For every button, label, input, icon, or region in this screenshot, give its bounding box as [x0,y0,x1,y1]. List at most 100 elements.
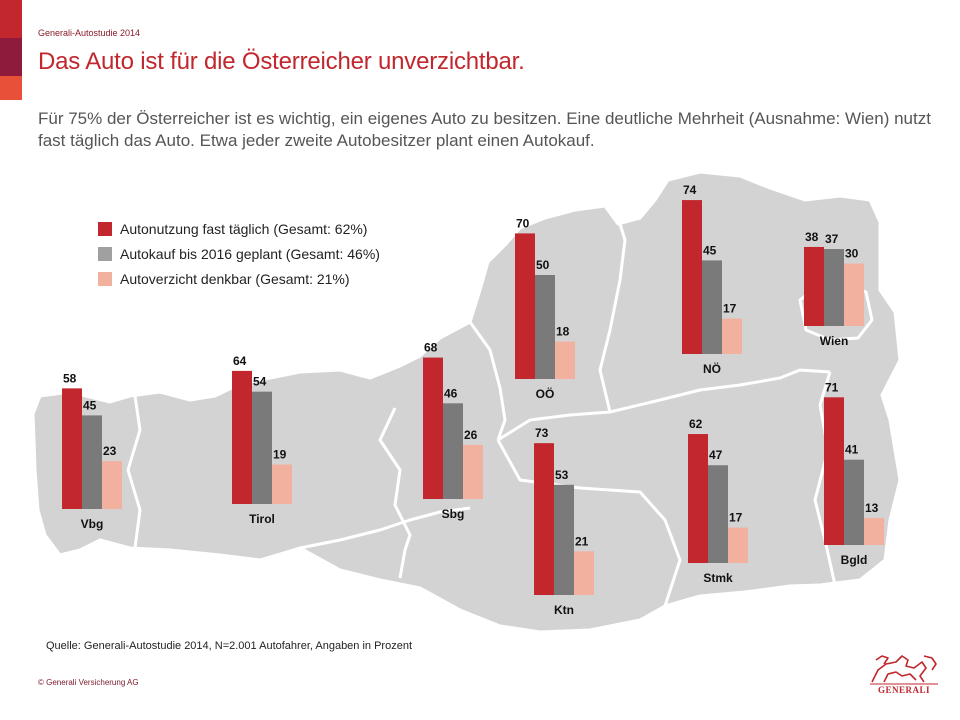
bar-sbg-series-3 [463,444,483,499]
page-title: Das Auto ist für die Österreicher unverz… [38,48,525,75]
bar-sbg-series-1 [423,357,443,499]
border-tirol-ktn [299,506,471,550]
bar-vbg-series-3 [102,461,122,509]
category-label-noe: NÖ [703,361,721,376]
border-ooe-noe [598,207,627,413]
chart-legend: Autonutzung fast täglich (Gesamt: 62%) A… [98,216,380,291]
data-label-vbg-series-3: 23 [103,444,117,458]
data-label-ooe-series-3: 18 [556,325,570,339]
data-label-sbg-series-1: 68 [424,341,438,355]
data-label-ktn-series-2: 53 [555,468,569,482]
bar-groups: 58 45 23 Vbg 64 54 19 Tirol 68 46 26 Sbg 70 50 18 OÖ 73 5… [62,183,884,617]
data-label-wien-series-2: 37 [825,232,839,246]
border-stmk-bgld [813,371,837,586]
bar-vbg-series-2 [82,415,102,509]
data-label-tirol-series-2: 54 [253,375,267,389]
bar-ooe-series-2 [535,275,555,379]
bar-group-noe: 74 45 17 NÖ [682,183,742,376]
bar-bgld-series-2 [844,459,864,545]
data-label-stmk-series-1: 62 [689,417,703,431]
data-label-ktn-series-3: 21 [575,534,589,548]
bar-stmk-series-1 [688,434,708,563]
page-subtitle: Für 75% der Österreicher ist es wichtig,… [38,109,931,150]
bar-ktn-series-2 [554,484,574,595]
border-ktn-stmk [496,439,682,607]
data-label-noe-series-2: 45 [703,243,717,257]
data-label-ooe-series-2: 50 [536,258,550,272]
bar-sbg-series-2 [443,403,463,499]
bar-noe-series-1 [682,200,702,354]
side-stripe-maroon [0,38,22,76]
legend-item-daily-use: Autonutzung fast täglich (Gesamt: 62%) [98,216,380,241]
border-vbg-tirol [126,395,142,549]
border-tirol-sbg [378,407,412,579]
copyright-note: © Generali Versicherung AG [38,678,139,687]
legend-label-purchase-planned: Autokauf bis 2016 geplant (Gesamt: 46%) [120,245,380,262]
category-label-tirol: Tirol [249,512,275,526]
bar-vbg-series-1 [62,388,82,509]
bar-group-bgld: 71 41 13 Bgld [824,380,884,567]
data-label-noe-series-3: 17 [723,302,737,316]
data-label-vbg-series-1: 58 [63,371,77,385]
legend-swatch-purchase-planned [98,246,112,261]
bar-stmk-series-2 [708,465,728,563]
data-label-stmk-series-2: 47 [709,448,723,462]
bar-ooe-series-1 [515,233,535,379]
bar-noe-series-2 [702,260,722,354]
bar-ooe-series-3 [555,341,575,379]
data-label-wien-series-1: 38 [805,230,819,244]
data-label-bgld-series-3: 13 [865,501,879,515]
category-label-ooe: OÖ [536,386,555,401]
side-stripe-red [0,0,22,38]
data-label-ktn-series-1: 73 [535,426,549,440]
bar-wien-series-2 [824,249,844,326]
data-label-tirol-series-1: 64 [233,354,247,368]
data-label-sbg-series-3: 26 [464,428,478,442]
border-sbg-ooe [468,321,507,441]
legend-swatch-car-waiver [98,271,112,286]
bar-group-ooe: 70 50 18 OÖ [515,216,575,401]
bar-bgld-series-1 [824,397,844,545]
study-label: Generali-Autostudie 2014 [38,28,141,38]
bar-ktn-series-1 [534,443,554,595]
bar-group-tirol: 64 54 19 Tirol [232,354,292,526]
source-note: Quelle: Generali-Autostudie 2014, N=2.00… [46,640,413,652]
bar-wien-series-3 [844,263,864,326]
category-label-vbg: Vbg [81,517,104,531]
side-stripe-orange [0,76,22,100]
category-label-stmk: Stmk [703,571,733,585]
bar-bgld-series-3 [864,517,884,545]
bar-group-wien: 38 37 30 Wien [804,230,864,348]
bar-ktn-series-3 [574,551,594,595]
state-borders [126,207,874,607]
legend-item-car-waiver: Autoverzicht denkbar (Gesamt: 21%) [98,266,380,291]
legend-label-daily-use: Autonutzung fast täglich (Gesamt: 62%) [120,220,368,237]
bar-tirol-series-2 [252,391,272,504]
data-label-tirol-series-3: 19 [273,447,287,461]
data-label-bgld-series-2: 41 [845,443,859,457]
bar-group-stmk: 62 47 17 Stmk [688,417,748,585]
legend-label-car-waiver: Autoverzicht denkbar (Gesamt: 21%) [120,270,350,287]
category-label-sbg: Sbg [442,507,465,521]
generali-logo: GENERALI [862,648,946,699]
data-label-sbg-series-2: 46 [444,386,458,400]
bar-noe-series-3 [722,318,742,354]
generali-lion-icon: GENERALI [870,655,938,695]
data-label-stmk-series-3: 17 [729,511,743,525]
data-label-noe-series-1: 74 [683,183,697,197]
bar-tirol-series-1 [232,370,252,504]
category-label-wien: Wien [820,334,849,348]
legend-swatch-daily-use [98,221,112,236]
bar-group-ktn: 73 53 21 Ktn [534,426,594,617]
data-label-bgld-series-1: 71 [825,380,839,394]
logo-wordmark: GENERALI [878,685,930,694]
bar-tirol-series-3 [272,464,292,504]
data-label-wien-series-3: 30 [845,247,859,261]
category-label-bgld: Bgld [841,553,868,567]
border-noe-stmk [609,368,831,414]
border-sbg-stmk [497,410,611,442]
data-label-ooe-series-1: 70 [516,216,530,230]
bar-stmk-series-3 [728,527,748,563]
bar-group-sbg: 68 46 26 Sbg [423,341,483,521]
